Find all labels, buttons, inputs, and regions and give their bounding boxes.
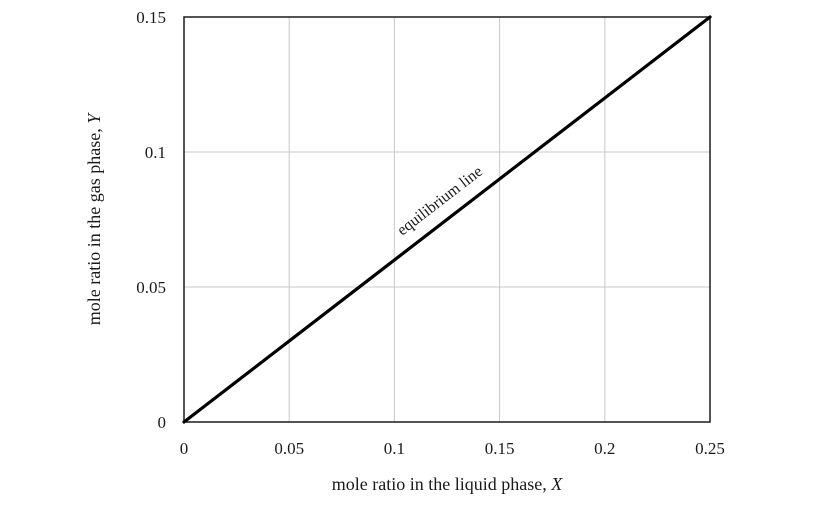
x-axis-title: mole ratio in the liquid phase, X — [332, 474, 563, 494]
x-axis-ticks: 0 0.05 0.1 0.15 0.2 0.25 — [180, 439, 725, 458]
y-tick-label: 0.1 — [145, 143, 166, 162]
x-tick-label: 0.2 — [594, 439, 615, 458]
y-tick-label: 0.05 — [136, 278, 166, 297]
x-tick-label: 0.05 — [274, 439, 304, 458]
x-tick-label: 0.25 — [695, 439, 725, 458]
x-axis-variable: X — [550, 474, 563, 494]
x-tick-label: 0 — [180, 439, 189, 458]
y-tick-label: 0 — [158, 413, 167, 432]
series-layer — [182, 15, 712, 424]
grid — [184, 17, 710, 422]
plot-area-frame — [183, 16, 711, 423]
y-axis-title: mole ratio in the gas phase, Y — [84, 112, 104, 325]
y-axis-variable: Y — [84, 112, 104, 124]
x-tick-label: 0.1 — [384, 439, 405, 458]
x-tick-label: 0.15 — [485, 439, 515, 458]
y-axis-ticks: 0 0.05 0.1 0.15 — [136, 8, 166, 432]
y-axis-title-text: mole ratio in the gas phase, — [84, 124, 104, 325]
equilibrium-line — [182, 15, 712, 424]
y-tick-label: 0.15 — [136, 8, 166, 27]
x-axis-title-text: mole ratio in the liquid phase, — [332, 474, 551, 494]
